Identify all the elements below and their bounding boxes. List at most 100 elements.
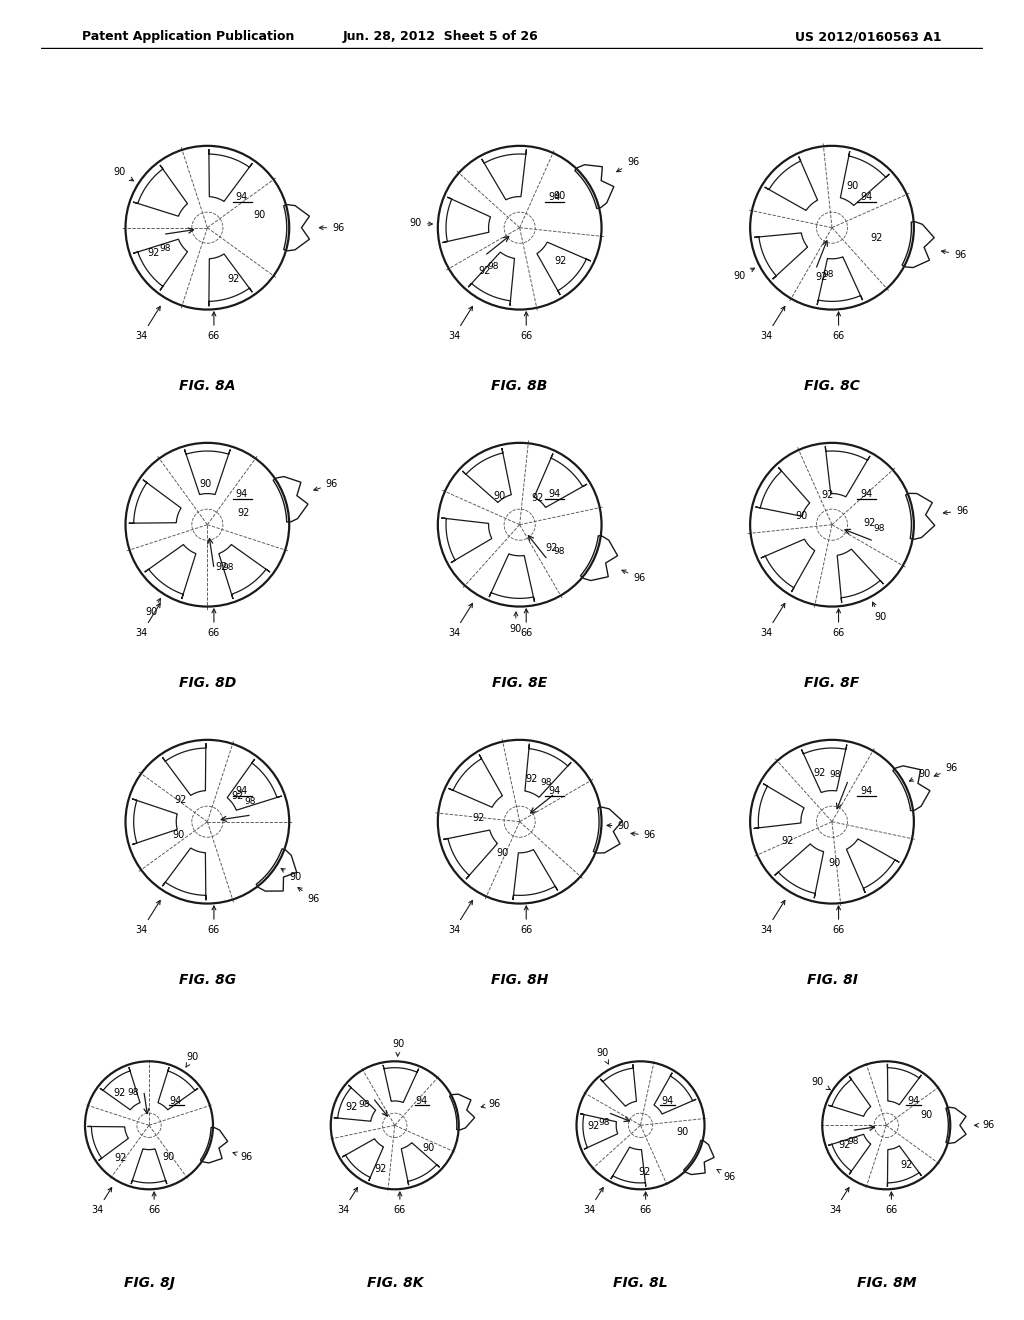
Polygon shape (209, 149, 252, 202)
Text: FIG. 8L: FIG. 8L (613, 1276, 668, 1291)
Text: FIG. 8I: FIG. 8I (807, 973, 857, 987)
Text: 92: 92 (555, 256, 567, 265)
Text: 34: 34 (338, 1188, 357, 1214)
Text: 90: 90 (676, 1127, 688, 1138)
Text: 94: 94 (662, 1096, 674, 1106)
Polygon shape (144, 545, 196, 599)
Text: 66: 66 (148, 1192, 160, 1214)
Text: FIG. 8D: FIG. 8D (179, 676, 236, 690)
Polygon shape (133, 165, 187, 216)
Circle shape (438, 442, 601, 607)
Text: 90: 90 (607, 821, 630, 832)
Polygon shape (401, 1143, 439, 1185)
Text: 90: 90 (186, 1052, 199, 1067)
Text: 92: 92 (587, 1121, 599, 1131)
Text: US 2012/0160563 A1: US 2012/0160563 A1 (796, 30, 942, 44)
Text: 90: 90 (846, 181, 858, 191)
Polygon shape (227, 759, 282, 810)
Polygon shape (802, 744, 847, 792)
Text: 90: 90 (597, 1048, 609, 1064)
Text: 34: 34 (761, 900, 784, 935)
Polygon shape (163, 847, 206, 900)
Text: 94: 94 (236, 191, 248, 202)
Polygon shape (946, 1107, 966, 1143)
Text: 94: 94 (548, 191, 560, 202)
Text: 96: 96 (941, 249, 967, 260)
Text: 34: 34 (92, 1188, 112, 1214)
Text: 66: 66 (520, 609, 532, 638)
Text: 66: 66 (208, 312, 220, 341)
Text: 98: 98 (873, 524, 885, 533)
Polygon shape (256, 849, 297, 891)
Text: 90: 90 (909, 768, 930, 781)
Text: 34: 34 (449, 306, 472, 341)
Polygon shape (481, 149, 526, 199)
Circle shape (85, 1061, 213, 1189)
Text: FIG. 8H: FIG. 8H (490, 973, 549, 987)
Circle shape (751, 145, 913, 310)
Polygon shape (593, 807, 623, 853)
Text: FIG. 8C: FIG. 8C (804, 379, 860, 393)
Polygon shape (158, 1068, 198, 1110)
Polygon shape (462, 449, 511, 503)
Text: 92: 92 (374, 1164, 387, 1173)
Text: 66: 66 (520, 312, 532, 341)
Polygon shape (201, 1127, 227, 1163)
Text: 90: 90 (145, 598, 161, 618)
Text: 94: 94 (548, 488, 560, 499)
Circle shape (126, 442, 289, 607)
Circle shape (438, 145, 601, 310)
Text: 98: 98 (553, 546, 564, 556)
Text: 66: 66 (886, 1192, 897, 1214)
Text: 90: 90 (494, 491, 506, 502)
Polygon shape (535, 454, 587, 507)
Text: 98: 98 (541, 779, 552, 787)
Text: 34: 34 (761, 306, 784, 341)
Polygon shape (219, 545, 270, 599)
Polygon shape (888, 1064, 922, 1105)
Polygon shape (443, 830, 498, 879)
Polygon shape (133, 239, 187, 290)
Polygon shape (284, 205, 309, 251)
Text: 34: 34 (829, 1188, 849, 1214)
Text: 90: 90 (410, 218, 432, 228)
Polygon shape (684, 1140, 714, 1175)
Text: 92: 92 (816, 272, 828, 281)
Text: 66: 66 (833, 312, 845, 341)
Text: FIG. 8A: FIG. 8A (179, 379, 236, 393)
Text: 94: 94 (860, 191, 872, 202)
Polygon shape (828, 1134, 870, 1175)
Polygon shape (774, 843, 823, 898)
Text: 92: 92 (114, 1088, 126, 1097)
Text: 92: 92 (813, 768, 825, 777)
Text: FIG. 8M: FIG. 8M (856, 1276, 916, 1291)
Text: 92: 92 (478, 265, 490, 276)
Polygon shape (537, 242, 591, 294)
Polygon shape (828, 1076, 870, 1117)
Text: 66: 66 (833, 906, 845, 935)
Text: 34: 34 (136, 900, 160, 935)
Polygon shape (905, 494, 935, 540)
Text: 66: 66 (394, 1192, 406, 1214)
Text: FIG. 8B: FIG. 8B (492, 379, 548, 393)
Text: 98: 98 (159, 244, 171, 252)
Text: 98: 98 (822, 271, 835, 280)
Circle shape (822, 1061, 950, 1189)
Text: 96: 96 (717, 1170, 735, 1181)
Text: 66: 66 (208, 906, 220, 935)
Text: 96: 96 (616, 157, 639, 172)
Text: 92: 92 (227, 273, 240, 284)
Polygon shape (132, 799, 177, 845)
Polygon shape (129, 479, 181, 523)
Text: 98: 98 (847, 1137, 859, 1146)
Polygon shape (209, 253, 252, 306)
Text: Jun. 28, 2012  Sheet 5 of 26: Jun. 28, 2012 Sheet 5 of 26 (342, 30, 539, 44)
Text: 90: 90 (921, 1110, 933, 1119)
Text: 66: 66 (833, 609, 845, 638)
Polygon shape (754, 784, 804, 829)
Polygon shape (888, 1146, 922, 1187)
Polygon shape (450, 1094, 475, 1130)
Text: 90: 90 (796, 511, 808, 521)
Text: 92: 92 (346, 1102, 358, 1111)
Text: 92: 92 (531, 494, 544, 503)
